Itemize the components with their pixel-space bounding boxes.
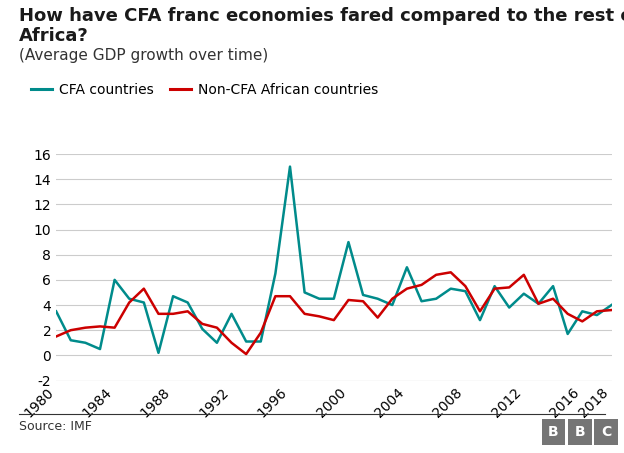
Text: (Average GDP growth over time): (Average GDP growth over time): [19, 48, 268, 63]
Text: B: B: [574, 425, 585, 439]
Legend: CFA countries, Non-CFA African countries: CFA countries, Non-CFA African countries: [26, 77, 384, 102]
Text: Africa?: Africa?: [19, 27, 89, 45]
Text: B: B: [548, 425, 559, 439]
Text: Source: IMF: Source: IMF: [19, 420, 92, 434]
Text: How have CFA franc economies fared compared to the rest of: How have CFA franc economies fared compa…: [19, 7, 624, 25]
Text: C: C: [601, 425, 611, 439]
